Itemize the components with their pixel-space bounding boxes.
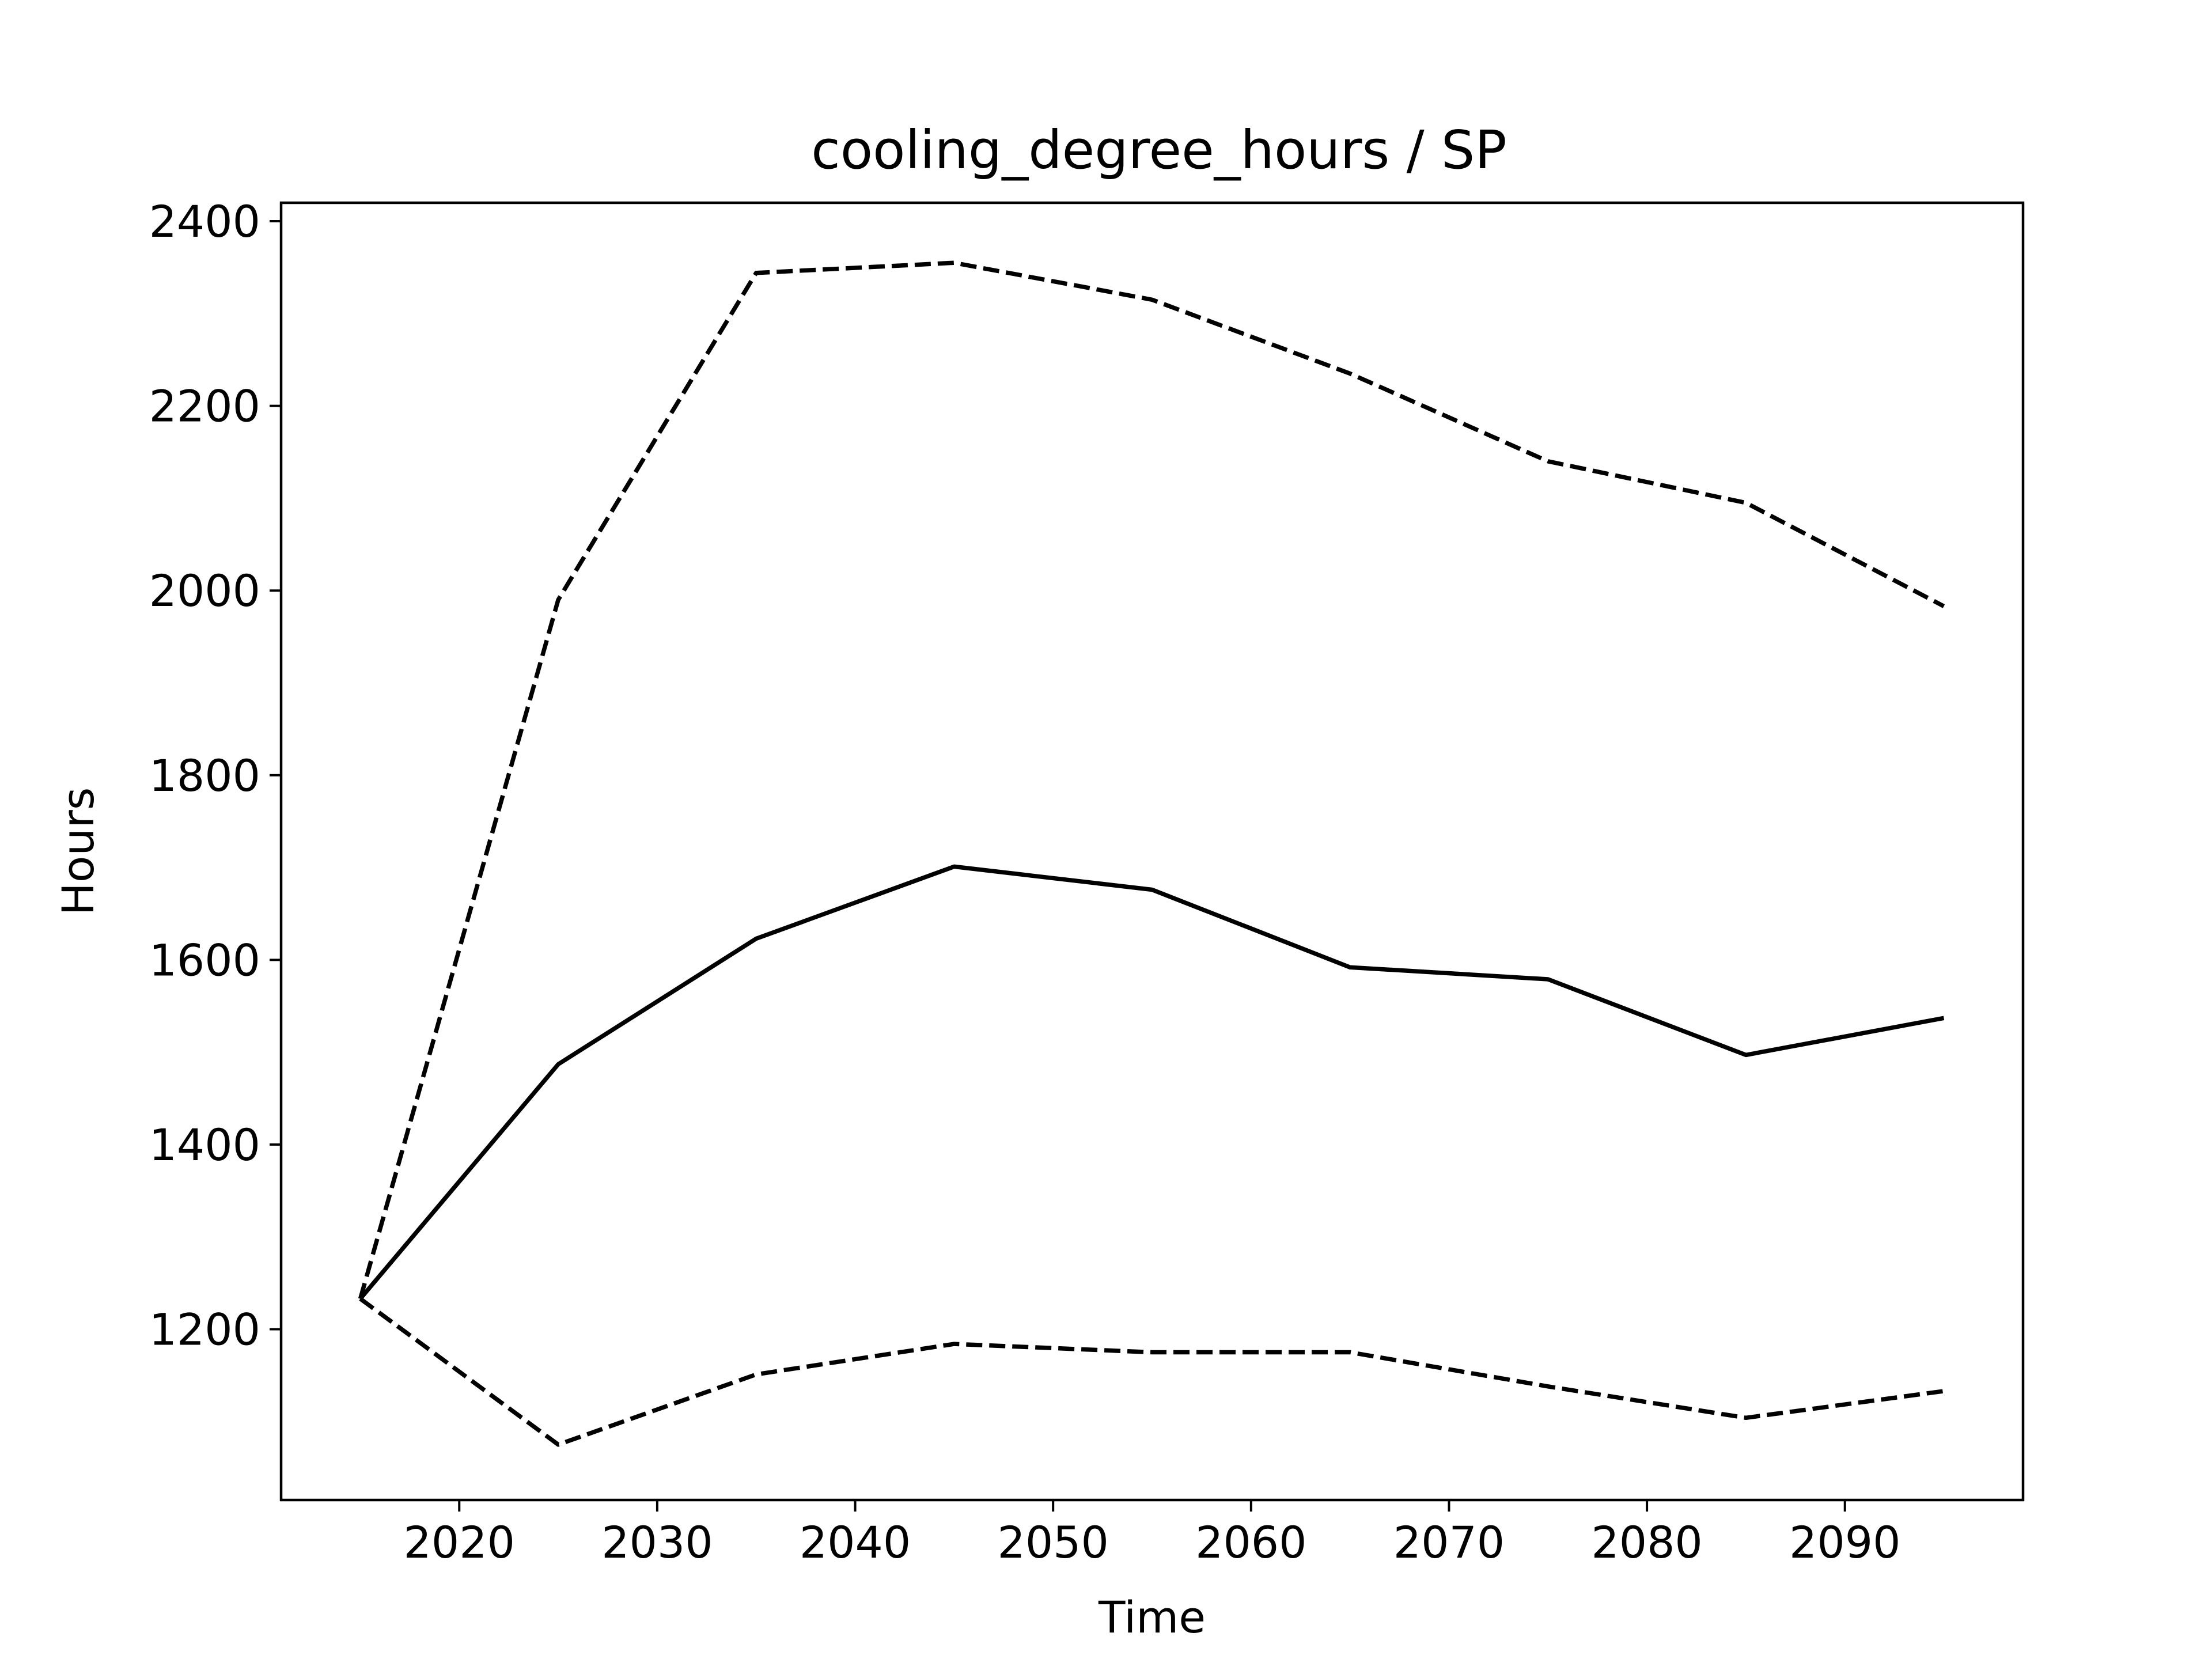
x-tick-label: 2070 [1393, 1517, 1505, 1568]
y-tick-label: 1800 [149, 750, 260, 801]
y-tick-label: 2200 [149, 381, 260, 432]
x-tick-label: 2080 [1591, 1517, 1702, 1568]
y-tick-label: 2000 [149, 565, 260, 616]
plot-area-frame [279, 201, 2025, 1502]
series-lines [358, 260, 1945, 1447]
y-tick-label: 2400 [149, 196, 260, 247]
x-tick-label: 2090 [1789, 1517, 1900, 1568]
x-tick-label: 2060 [1195, 1517, 1306, 1568]
x-tick-label: 2020 [404, 1517, 515, 1568]
x-tick-label: 2040 [800, 1517, 911, 1568]
y-axis-ticks: 1200 1400 1600 1800 2000 2200 2400 [149, 196, 281, 1355]
y-tick-label: 1200 [149, 1304, 260, 1355]
x-axis-ticks: 2020 2030 2040 2050 2060 2070 2080 2090 [404, 1500, 1900, 1568]
y-axis-label: Hours [52, 787, 104, 916]
y-tick-label: 1400 [149, 1119, 260, 1171]
y-tick-label: 1600 [149, 934, 260, 986]
x-tick-label: 2030 [601, 1517, 713, 1568]
chart-title: cooling_degree_hours / SP [811, 119, 1506, 181]
series-line-3 [359, 1297, 1945, 1447]
x-tick-label: 2050 [997, 1517, 1108, 1568]
series-line-1 [358, 260, 1945, 1300]
x-axis-label: Time [1098, 1592, 1206, 1643]
series-line-2 [358, 864, 1945, 1301]
